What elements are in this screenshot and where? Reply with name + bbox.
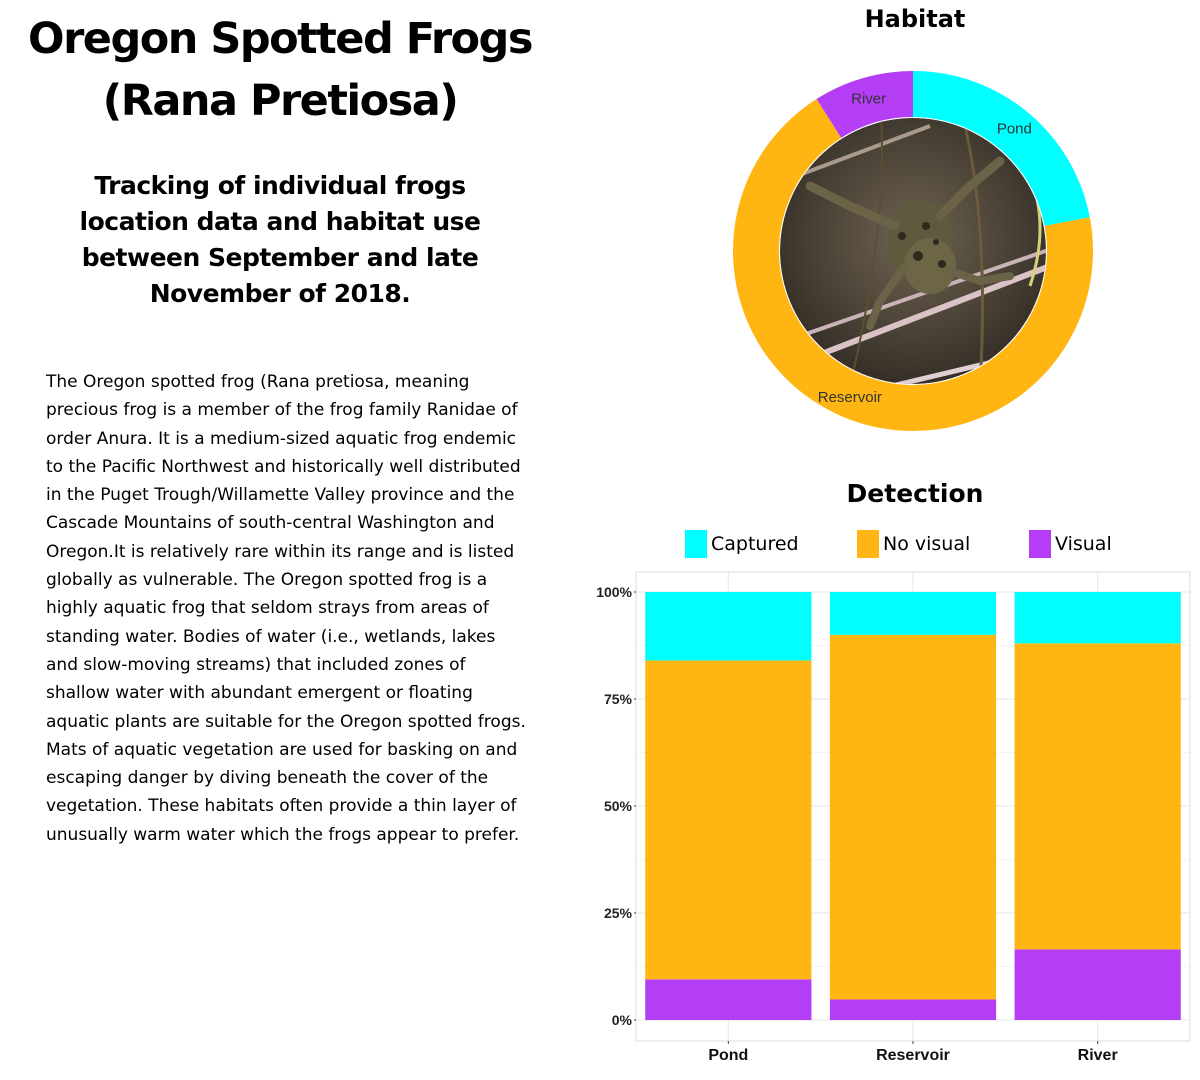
legend-swatch-visual (1029, 530, 1051, 558)
text-panel: Oregon Spotted Frogs (Rana Pretiosa) Tra… (0, 0, 560, 1080)
page-subtitle: Tracking of individual frogs location da… (79, 171, 481, 308)
slice-river (816, 71, 913, 138)
habitat-donut-chart: Pond Reservoir River (733, 71, 1093, 431)
slice-label-reservoir: Reservoir (818, 389, 882, 406)
bar-reservoir-visual (829, 999, 997, 1020)
habitat-slice-labels: Pond Reservoir River (818, 90, 1032, 406)
legend-item-visual: Visual (1029, 527, 1112, 561)
habitat-slices (733, 71, 1093, 431)
slice-label-pond: Pond (997, 120, 1032, 137)
y-tick-label: 50% (604, 798, 633, 814)
habitat-chart-title: Habitat (864, 5, 966, 33)
detection-legend: Captured No visual Visual (680, 527, 1140, 561)
y-tick-label: 100% (596, 584, 632, 600)
detection-axes: 0% 25% 50% 75% 100% Pond Reservoir River (596, 584, 1117, 1064)
slice-pond (913, 71, 1090, 226)
detection-bar-chart: 0% 25% 50% 75% 100% Pond Reservoir River (596, 571, 1191, 1064)
bar-river-captured (1014, 592, 1181, 644)
bar-reservoir-no-visual (829, 634, 997, 1000)
detection-bars (645, 592, 1181, 1020)
bar-river-no-visual (1014, 643, 1181, 950)
bar-river-visual (1014, 949, 1181, 1020)
legend-swatch-no-visual (857, 530, 879, 558)
legend-label-visual: Visual (1055, 533, 1112, 555)
description-paragraph: The Oregon spotted frog (Rana pretiosa, … (46, 372, 526, 845)
bar-reservoir-captured (829, 592, 997, 635)
legend-item-no-visual: No visual (857, 527, 970, 561)
y-tick-label: 75% (604, 691, 633, 707)
y-tick-label: 0% (612, 1012, 633, 1028)
bar-pond-captured (645, 592, 812, 661)
legend-item-captured: Captured (685, 527, 799, 561)
slice-label-river: River (851, 90, 886, 107)
legend-swatch-captured (685, 530, 707, 558)
legend-label-no-visual: No visual (883, 533, 971, 555)
x-tick-label-reservoir: Reservoir (876, 1047, 950, 1064)
bar-pond-visual (645, 979, 812, 1020)
page-title: Oregon Spotted Frogs (Rana Pretiosa) (28, 14, 533, 126)
x-tick-label-river: River (1078, 1047, 1118, 1064)
bar-pond-no-visual (645, 660, 812, 980)
detection-chart-title: Detection (846, 479, 984, 508)
legend-label-captured: Captured (711, 533, 799, 555)
y-tick-label: 25% (604, 905, 633, 921)
x-tick-label-pond: Pond (708, 1047, 748, 1064)
